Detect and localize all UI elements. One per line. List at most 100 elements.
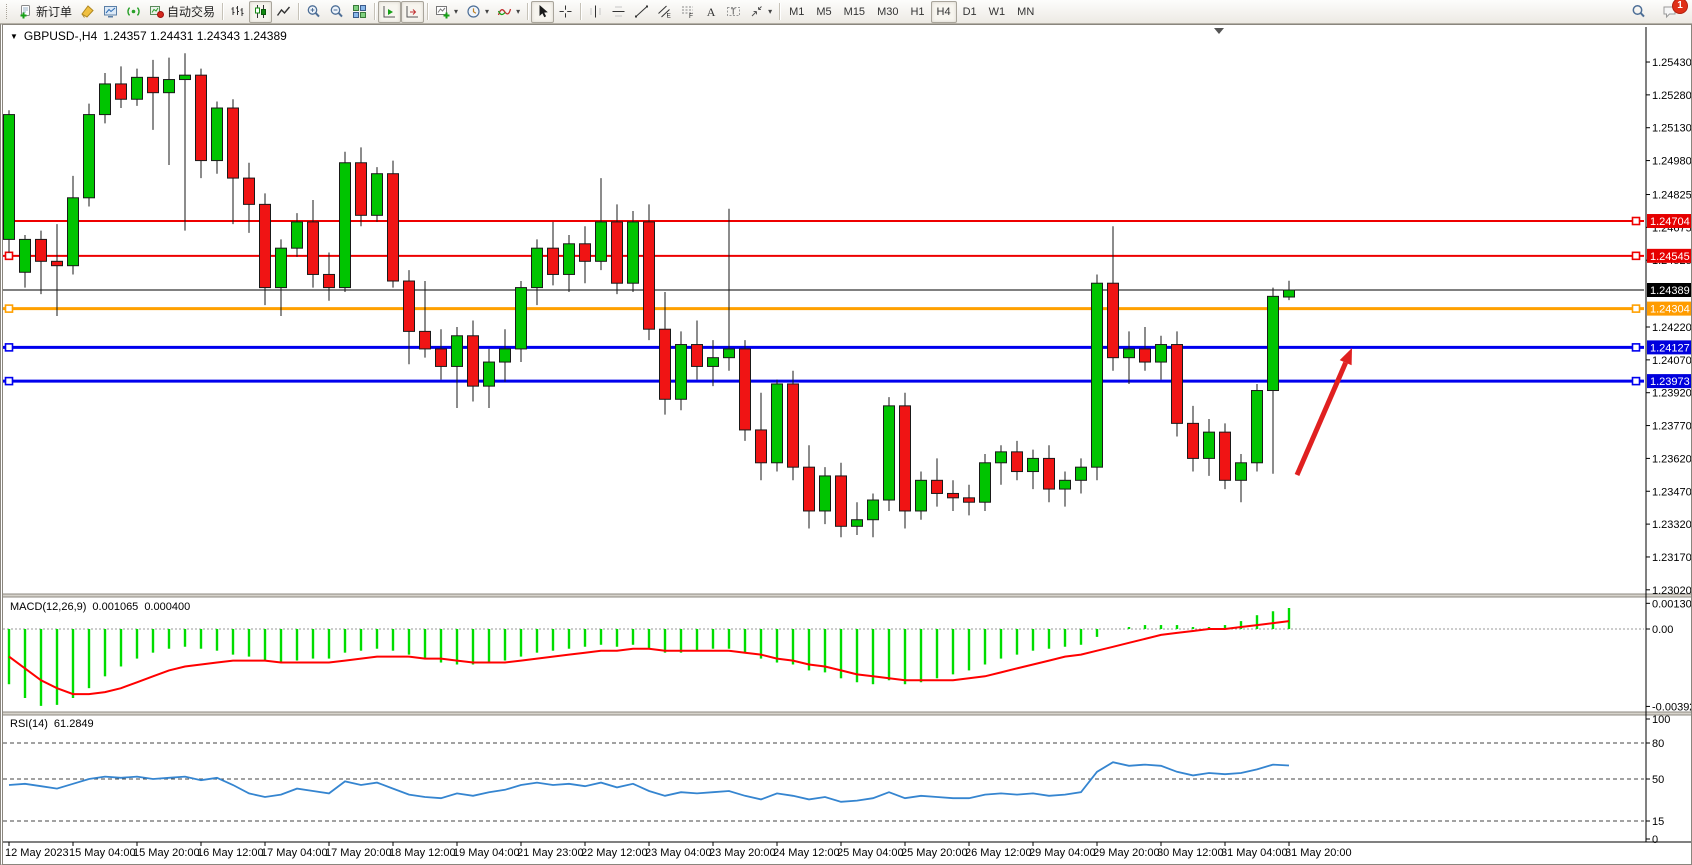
timeframe-m15[interactable]: M15 — [843, 5, 866, 18]
text-button[interactable]: A — [699, 1, 722, 23]
svg-text:1.24980: 1.24980 — [1652, 156, 1691, 168]
horizontal-line-button[interactable] — [607, 1, 630, 23]
new-order-icon — [18, 4, 33, 19]
crosshair-icon — [558, 4, 573, 19]
svg-text:1.23973: 1.23973 — [1650, 376, 1690, 388]
clock-icon — [466, 4, 481, 19]
svg-text:15 May 20:00: 15 May 20:00 — [133, 847, 200, 859]
svg-text:A: A — [707, 5, 716, 19]
svg-text:1.25130: 1.25130 — [1652, 123, 1691, 135]
price-badges: 1.24704 1.24545 1.24389 1.24304 1.24127 1.239… — [1647, 214, 1691, 389]
svg-text:0.00: 0.00 — [1652, 624, 1673, 636]
svg-text:1.23920: 1.23920 — [1652, 388, 1691, 400]
svg-text:23 May 04:00: 23 May 04:00 — [645, 847, 712, 859]
auto-trading-button[interactable]: 自动交易 — [145, 1, 219, 23]
tile-windows-icon — [352, 4, 367, 19]
toolbar-separator — [527, 3, 529, 20]
toolbar-grip[interactable] — [6, 4, 11, 19]
chart-title: ▼ GBPUSD-,H4 1.24357 1.24431 1.24343 1.2… — [10, 29, 287, 43]
timeframe-h1[interactable]: H1 — [910, 5, 925, 18]
bar-chart-icon — [230, 4, 245, 19]
svg-text:1.24389: 1.24389 — [1650, 285, 1690, 297]
trend-arrow[interactable] — [1294, 348, 1352, 476]
svg-text:17 May 04:00: 17 May 04:00 — [261, 847, 328, 859]
chart-window: 1.25430 1.25280 1.25130 1.24980 1.24825 1.246… — [0, 24, 1692, 865]
chart-window-icon — [103, 4, 118, 19]
notifications-button[interactable]: 1 — [1658, 0, 1688, 23]
zoom-out-button[interactable] — [325, 1, 348, 23]
bar-chart-button[interactable] — [226, 1, 249, 23]
vertical-line-button[interactable] — [584, 1, 607, 23]
macd-pane-splitter[interactable] — [3, 594, 1691, 597]
hline-handle[interactable] — [1631, 343, 1641, 352]
candlestick-chart-button[interactable] — [249, 0, 273, 23]
hline-handle[interactable] — [1631, 216, 1641, 226]
hline-handle[interactable] — [4, 343, 14, 352]
rsi-pane-splitter[interactable] — [3, 712, 1691, 715]
vline-icon — [588, 4, 603, 19]
hline-handle[interactable] — [1631, 304, 1641, 313]
hline-handle[interactable] — [4, 251, 14, 261]
price-axis-labels: 1.254301.252801.251301.249801.248251.246… — [1646, 57, 1691, 846]
hline-handle[interactable] — [1631, 376, 1641, 386]
new-chart-button[interactable] — [99, 1, 122, 23]
timeframe-d1[interactable]: D1 — [962, 5, 977, 18]
chart-dropdown-arrow-icon[interactable]: ▼ — [10, 31, 18, 41]
search-button[interactable] — [1627, 1, 1650, 23]
line-chart-button[interactable] — [272, 1, 295, 23]
period-button[interactable]: ▾ — [462, 1, 493, 23]
timeframe-mn[interactable]: MN — [1017, 5, 1035, 18]
svg-text:50: 50 — [1652, 774, 1664, 786]
chevron-down-icon[interactable]: ▾ — [454, 7, 459, 16]
timeframe-m5[interactable]: M5 — [816, 5, 832, 18]
shapes-button[interactable]: ▾ — [745, 1, 776, 23]
timeframe-h4[interactable]: H4 — [930, 0, 957, 23]
indicators-button[interactable]: ▾ — [493, 1, 524, 23]
svg-text:15 May 04:00: 15 May 04:00 — [69, 847, 136, 859]
zoom-out-icon — [329, 4, 344, 19]
trendline-button[interactable] — [630, 1, 653, 23]
auto-scroll-button[interactable] — [378, 0, 402, 23]
hline-handle[interactable] — [1631, 251, 1641, 261]
chart-shift-button[interactable] — [401, 0, 425, 23]
hline-icon — [611, 4, 626, 19]
templates-button[interactable]: ▾ — [431, 1, 462, 23]
market-broadcast-button[interactable] — [122, 1, 145, 23]
toolbar-separator — [779, 3, 781, 20]
label-button[interactable]: T — [722, 1, 745, 23]
broadcast-icon — [126, 4, 141, 19]
svg-text:30 May 12:00: 30 May 12:00 — [1157, 847, 1224, 859]
chevron-down-icon[interactable]: ▾ — [768, 7, 773, 16]
svg-text:16 May 12:00: 16 May 12:00 — [197, 847, 264, 859]
fibonacci-button[interactable]: F — [676, 1, 699, 23]
crosshair-button[interactable] — [554, 1, 577, 23]
svg-text:1.25280: 1.25280 — [1652, 90, 1691, 102]
toolbar-separator — [374, 3, 376, 20]
profiles-icon — [80, 4, 95, 19]
timeframe-m1[interactable]: M1 — [789, 5, 805, 18]
timeframe-w1[interactable]: W1 — [988, 5, 1006, 18]
equidistant-channel-button[interactable]: E — [653, 1, 676, 23]
chart-shift-marker[interactable] — [1214, 28, 1224, 34]
svg-text:1.23320: 1.23320 — [1652, 519, 1691, 531]
svg-text:17 May 20:00: 17 May 20:00 — [325, 847, 392, 859]
auto-trading-icon — [149, 4, 165, 19]
tile-windows-button[interactable] — [348, 1, 371, 23]
chevron-down-icon[interactable]: ▾ — [516, 7, 521, 16]
candles-layer — [3, 53, 1295, 538]
svg-text:1.23770: 1.23770 — [1652, 421, 1691, 433]
svg-text:1.23620: 1.23620 — [1652, 453, 1691, 465]
hline-handle[interactable] — [4, 376, 14, 386]
svg-text:15: 15 — [1652, 816, 1664, 828]
hline-handle[interactable] — [4, 304, 14, 313]
svg-text:1.23470: 1.23470 — [1652, 486, 1691, 498]
profiles-button[interactable] — [76, 1, 99, 23]
notification-badge: 1 — [1672, 0, 1688, 14]
chevron-down-icon[interactable]: ▾ — [485, 7, 490, 16]
zoom-in-icon — [306, 4, 321, 19]
svg-text:1.25430: 1.25430 — [1652, 57, 1691, 69]
zoom-in-button[interactable] — [302, 1, 325, 23]
new-order-button[interactable]: 新订单 — [14, 1, 76, 23]
timeframe-m30[interactable]: M30 — [877, 5, 899, 18]
cursor-button[interactable] — [531, 0, 555, 23]
